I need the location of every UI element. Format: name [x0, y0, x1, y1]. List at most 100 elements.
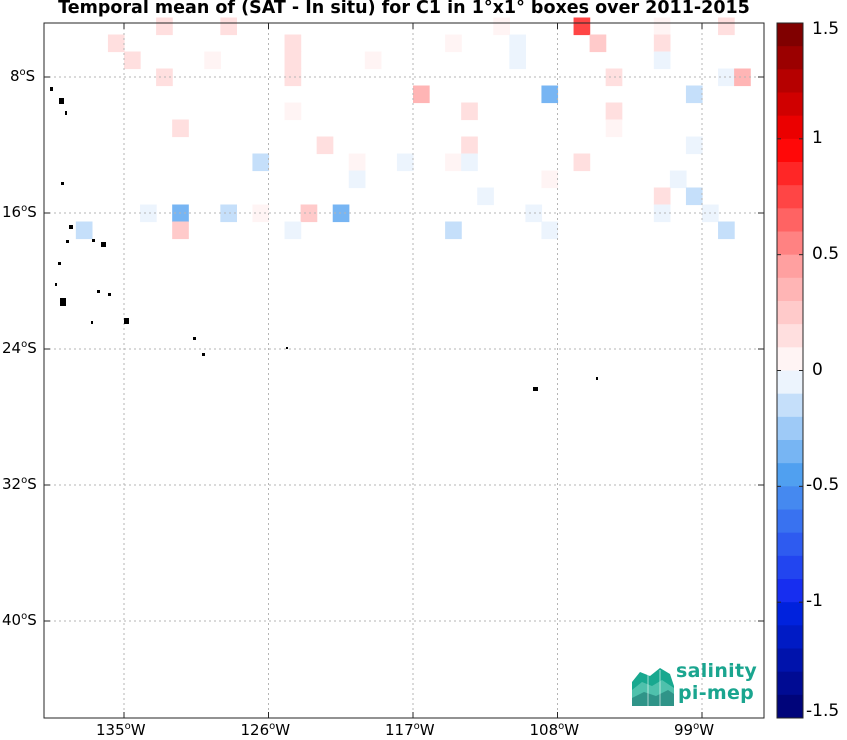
heatmap-cell: [284, 51, 302, 70]
heatmap-cell: [284, 68, 302, 87]
logo-text-salinity: salinity: [676, 660, 758, 682]
heatmap-cell: [284, 221, 302, 240]
logo-graphic: [632, 668, 674, 706]
heatmap-cell: [605, 119, 623, 138]
colorbar-segment: [777, 463, 803, 487]
plot-background: [44, 23, 764, 718]
island-mark: [202, 353, 205, 356]
heatmap-cell: [107, 34, 125, 53]
colorbar-segment: [777, 532, 803, 557]
heatmap-cell: [348, 153, 366, 172]
island-mark: [533, 387, 538, 391]
colorbar-segment: [777, 23, 803, 47]
heatmap-cell: [493, 17, 510, 36]
island-mark: [101, 242, 106, 247]
island-mark: [124, 318, 129, 324]
heatmap-cell: [445, 34, 462, 53]
colorbar-tick-label: 0: [812, 359, 823, 380]
colorbar-tick-label: -1.5: [806, 701, 840, 721]
colorbar-segment: [777, 277, 803, 302]
heatmap-cell: [461, 102, 478, 121]
island-mark: [61, 182, 64, 185]
colorbar-segment: [777, 46, 803, 70]
heatmap-cell: [172, 221, 189, 240]
heatmap-cell: [461, 136, 478, 155]
colorbar-segment: [777, 370, 803, 395]
colorbar-tick-label: 0.5: [812, 243, 840, 264]
heatmap-cell: [220, 204, 237, 223]
colorbar-segment: [777, 92, 803, 117]
heatmap-cell: [140, 204, 157, 223]
island-mark: [58, 262, 61, 265]
heatmap-cell: [156, 17, 173, 36]
x-tick-label: 99oW: [674, 721, 715, 739]
heatmap-cell: [252, 153, 270, 172]
colorbar-segment: [777, 138, 803, 163]
heatmap-cell: [718, 17, 735, 36]
colorbar-segment: [777, 185, 803, 209]
island-mark: [596, 377, 598, 380]
colorbar-tick-label: -1: [806, 591, 823, 612]
colorbar-segment: [777, 602, 803, 626]
heatmap-cell: [718, 221, 735, 240]
heatmap-cell: [685, 187, 703, 206]
heatmap-cell: [509, 34, 526, 53]
colorbar-segment: [777, 625, 803, 649]
island-mark: [193, 337, 196, 340]
heatmap-cell: [204, 51, 221, 70]
colorbar-segment: [777, 115, 803, 140]
island-mark: [55, 283, 57, 286]
heatmap-cell: [605, 102, 623, 121]
y-tick-label: 16oS: [2, 203, 37, 221]
heatmap-cell: [653, 17, 671, 36]
heatmap-cell: [477, 187, 494, 206]
heatmap-cell: [541, 170, 559, 189]
island-mark: [108, 293, 111, 296]
heatmap-cell: [284, 102, 302, 121]
y-tick-label: 40oS: [2, 611, 37, 629]
heatmap-cell: [541, 85, 559, 104]
island-mark: [97, 290, 100, 293]
colorbar-segment: [777, 648, 803, 673]
heatmap-cell: [75, 221, 93, 240]
colorbar-tick-label: -0.5: [806, 475, 840, 496]
heatmap-cell: [172, 119, 189, 138]
colorbar-segment: [777, 555, 803, 580]
x-tick-label: 135oW: [96, 721, 146, 739]
heatmap-cell: [445, 153, 462, 172]
heatmap-cell: [348, 170, 366, 189]
colorbar-segment: [777, 486, 803, 510]
colorbar-segment: [777, 509, 803, 534]
heatmap-cell: [734, 68, 751, 87]
island-mark: [286, 347, 288, 349]
colorbar-segment: [777, 416, 803, 441]
heatmap-cell: [413, 85, 430, 104]
heatmap-cell: [541, 221, 559, 240]
y-tick-label: 24oS: [2, 339, 37, 357]
heatmap-cell: [685, 85, 703, 104]
colorbar-segment: [777, 671, 803, 696]
heatmap-cell: [316, 136, 334, 155]
x-tick-label: 126oW: [240, 721, 291, 739]
colorbar: [777, 22, 803, 719]
heatmap-cell: [220, 17, 237, 36]
heatmap-cell: [653, 51, 671, 70]
x-tick-label: 117oW: [385, 721, 435, 739]
colorbar-segment: [777, 393, 803, 418]
heatmap-cell: [124, 51, 141, 70]
heatmap-cell: [653, 204, 671, 223]
y-tick-label: 8oS: [10, 67, 36, 85]
colorbar-segment: [777, 579, 803, 603]
heatmap-cell: [653, 187, 671, 206]
colorbar-segment: [777, 694, 803, 719]
island-mark: [60, 298, 66, 306]
heatmap-cell: [332, 204, 350, 223]
heatmap-cell: [284, 34, 302, 53]
colorbar-tick-label: 1.5: [812, 19, 840, 39]
x-tick-label: 108oW: [529, 721, 580, 739]
island-mark: [91, 321, 93, 324]
plot-frame: [43, 22, 765, 719]
colorbar-segment: [777, 324, 803, 348]
heatmap-cell: [718, 68, 735, 87]
